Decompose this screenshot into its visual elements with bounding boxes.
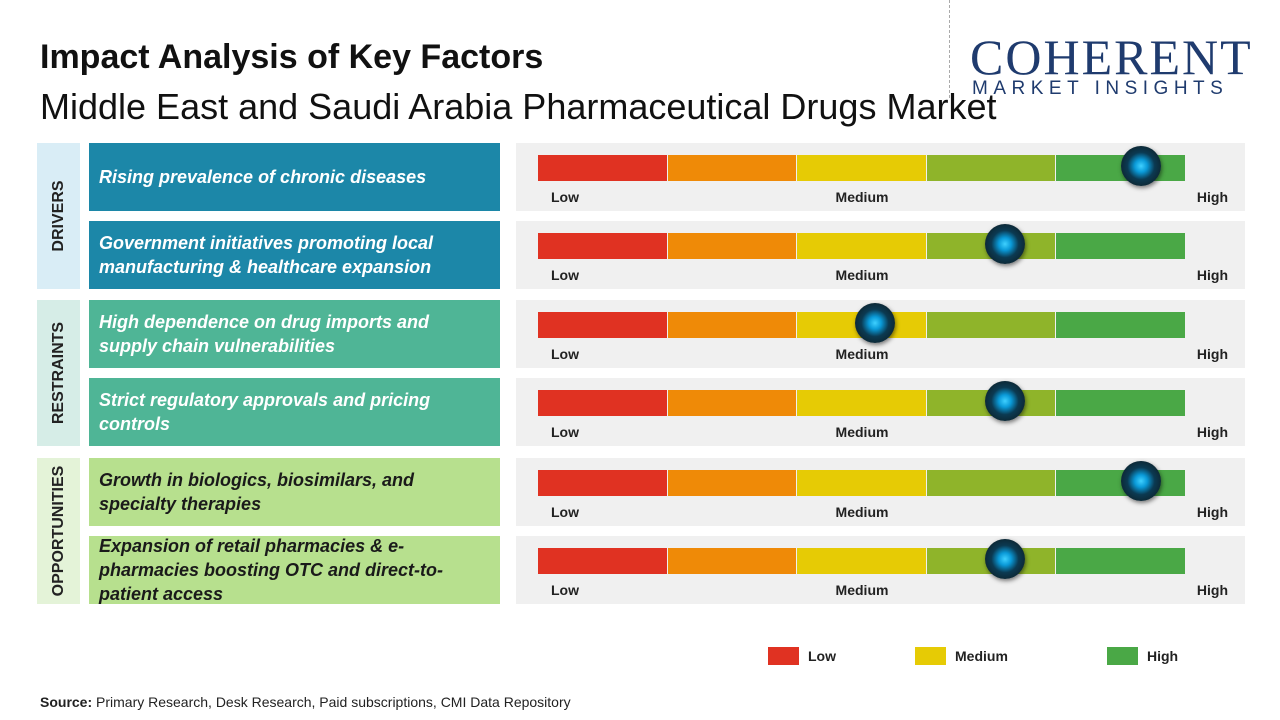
impact-marker — [854, 303, 895, 343]
scale-label: High — [1196, 504, 1228, 520]
scale-segment — [797, 470, 926, 496]
scale-label: High — [1196, 424, 1228, 440]
logo-name: COHERENT — [970, 29, 1253, 85]
scale-segment — [538, 548, 667, 574]
legend-swatch — [915, 647, 946, 665]
scale-label: Medium — [835, 424, 889, 440]
legend-swatch — [768, 647, 799, 665]
scale-segment — [797, 390, 926, 416]
factor-text: Expansion of retail pharmacies & e-pharm… — [89, 536, 500, 604]
scale-segment — [797, 155, 926, 181]
group-label: DRIVERS — [49, 180, 67, 252]
group-label: OPPORTUNITIES — [49, 465, 67, 597]
impact-panel: Low Medium High — [516, 378, 1245, 446]
scale-segment — [538, 155, 667, 181]
group-band: OPPORTUNITIES — [37, 458, 80, 604]
factor-text: Rising prevalence of chronic diseases — [89, 143, 500, 211]
scale-label: Low — [551, 582, 579, 598]
impact-marker — [984, 224, 1025, 264]
scale-segment — [538, 390, 667, 416]
scale-label: Medium — [835, 346, 889, 362]
scale-label: High — [1196, 346, 1228, 362]
impact-panel: Low Medium High — [516, 536, 1245, 604]
scale-segment — [1056, 233, 1185, 259]
legend-label: Medium — [955, 648, 1008, 664]
group-label: RESTRAINTS — [49, 321, 67, 425]
scale-label: Low — [551, 504, 579, 520]
scale-label: Low — [551, 424, 579, 440]
source-label: Source: — [40, 694, 93, 710]
title: Impact Analysis of Key Factors — [40, 38, 544, 76]
scale-label: Low — [551, 346, 579, 362]
source-text: Primary Research, Desk Research, Paid su… — [96, 694, 571, 710]
scale-segment — [667, 312, 797, 338]
impact-marker — [1120, 146, 1161, 186]
scale-label: Low — [551, 189, 579, 205]
scale-segment — [538, 470, 667, 496]
factor-text: Strict regulatory approvals and pricing … — [89, 378, 500, 446]
scale-label: Medium — [835, 504, 889, 520]
subtitle: Middle East and Saudi Arabia Pharmaceuti… — [40, 86, 997, 127]
scale-segment — [667, 390, 797, 416]
scale-label: Medium — [835, 582, 889, 598]
factor-text: Government initiatives promoting local m… — [89, 221, 500, 289]
scale-segment — [797, 548, 926, 574]
impact-panel: Low Medium High — [516, 221, 1245, 289]
scale-segment — [667, 155, 797, 181]
scale-label: Medium — [835, 267, 889, 283]
scale-label: Low — [551, 267, 579, 283]
scale-segment — [1056, 390, 1185, 416]
impact-marker — [1120, 461, 1161, 501]
scale-segment — [538, 312, 667, 338]
source: Source: Primary Research, Desk Research,… — [40, 694, 571, 710]
scale-segment — [926, 312, 1056, 338]
scale-segment — [1056, 548, 1185, 574]
scale-segment — [797, 233, 926, 259]
logo-tagline: MARKET INSIGHTS — [972, 78, 1229, 99]
impact-panel: Low Medium High — [516, 300, 1245, 368]
factor-text: Growth in biologics, biosimilars, and sp… — [89, 458, 500, 526]
scale-segment — [667, 233, 797, 259]
scale-label: High — [1196, 582, 1228, 598]
scale-segment — [667, 470, 797, 496]
legend-swatch — [1107, 647, 1138, 665]
scale-segment — [538, 233, 667, 259]
impact-panel: Low Medium High — [516, 458, 1245, 526]
factor-text: High dependence on drug imports and supp… — [89, 300, 500, 368]
impact-marker — [984, 381, 1025, 421]
legend-label: Low — [808, 648, 836, 664]
group-band: DRIVERS — [37, 143, 80, 289]
divider — [949, 0, 950, 98]
impact-panel: Low Medium High — [516, 143, 1245, 211]
scale-label: Medium — [835, 189, 889, 205]
group-band: RESTRAINTS — [37, 300, 80, 446]
scale-segment — [1056, 312, 1185, 338]
scale-label: High — [1196, 189, 1228, 205]
scale-label: High — [1196, 267, 1228, 283]
legend-label: High — [1147, 648, 1179, 664]
scale-segment — [926, 470, 1056, 496]
scale-segment — [667, 548, 797, 574]
impact-marker — [984, 539, 1025, 579]
scale-segment — [926, 155, 1056, 181]
